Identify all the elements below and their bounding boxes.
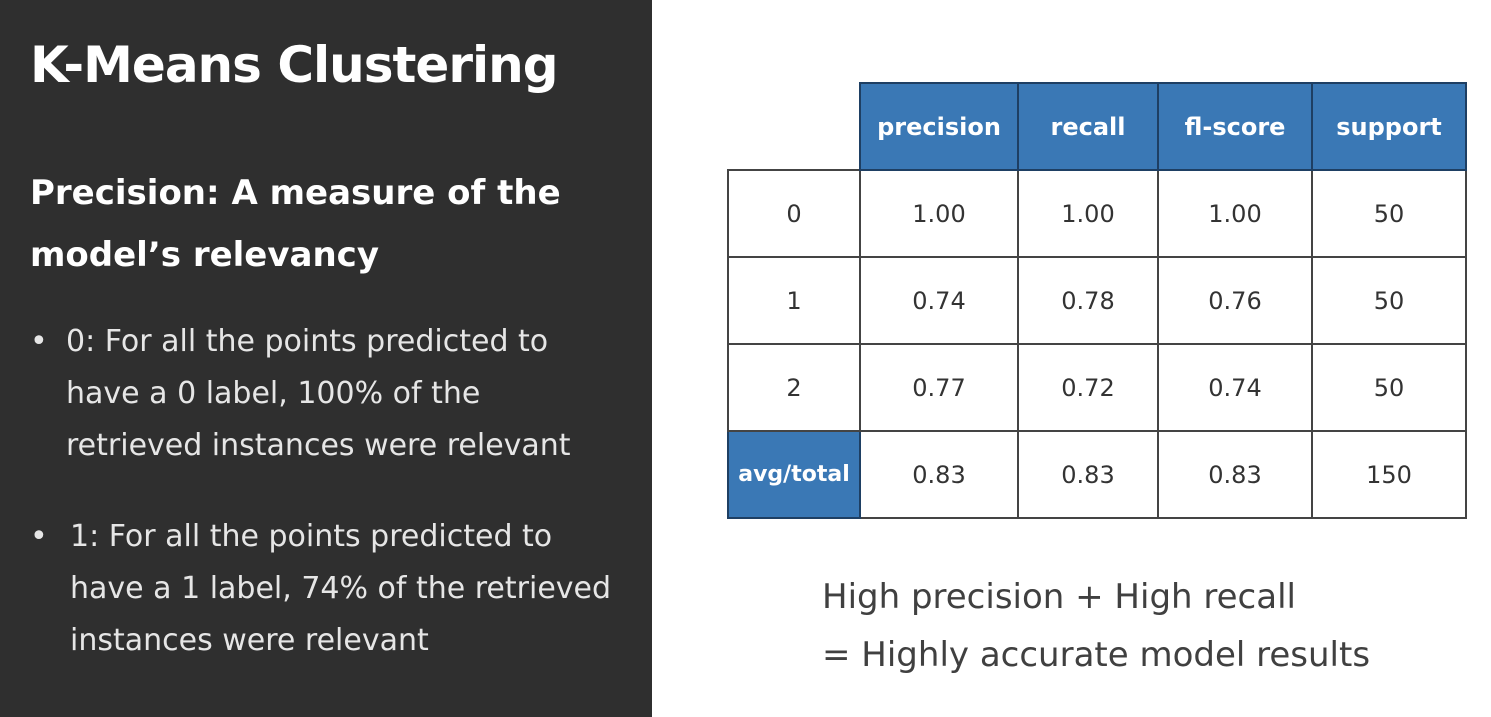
summary-note: High precision + High recall = Highly ac… xyxy=(822,568,1370,684)
row-label: 1 xyxy=(727,256,861,345)
slide-title: K-Means Clustering xyxy=(30,36,559,94)
bullet-text: 1: For all the points predicted to have … xyxy=(70,519,612,658)
bullet-marker: • xyxy=(30,519,48,554)
table-cell: 0.72 xyxy=(1017,343,1159,432)
table-cell: 0.74 xyxy=(1157,343,1313,432)
table-cell: 1.00 xyxy=(1157,169,1313,258)
table-cell: 0.83 xyxy=(1017,430,1159,519)
table-cell: 50 xyxy=(1311,256,1467,345)
note-line: = Highly accurate model results xyxy=(822,635,1371,675)
bullet-marker: • xyxy=(30,324,48,359)
table-cell: 1.00 xyxy=(859,169,1019,258)
table-header-row: precision recall fl-score support xyxy=(728,82,1467,171)
classification-report-table: precision recall fl-score support 0 1.00… xyxy=(727,82,1467,519)
table-row: avg/total 0.83 0.83 0.83 150 xyxy=(727,430,1467,519)
row-label: 2 xyxy=(727,343,861,432)
row-label: avg/total xyxy=(727,430,861,519)
table-cell: 1.00 xyxy=(1017,169,1159,258)
table-cell: 0.76 xyxy=(1157,256,1313,345)
table-cell: 50 xyxy=(1311,169,1467,258)
table-cell: 0.74 xyxy=(859,256,1019,345)
left-panel: K-Means Clustering Precision: A measure … xyxy=(0,0,652,717)
table-cell: 0.83 xyxy=(859,430,1019,519)
column-header: recall xyxy=(1017,82,1159,171)
table-row: 0 1.00 1.00 1.00 50 xyxy=(727,169,1467,258)
column-header: fl-score xyxy=(1157,82,1313,171)
table-cell: 0.77 xyxy=(859,343,1019,432)
table-cell: 0.83 xyxy=(1157,430,1313,519)
corner-cell xyxy=(728,83,860,170)
bullet-text: 0: For all the points predicted to have … xyxy=(66,324,571,463)
column-header: precision xyxy=(859,82,1019,171)
row-label: 0 xyxy=(727,169,861,258)
table-row: 1 0.74 0.78 0.76 50 xyxy=(727,256,1467,345)
table-cell: 50 xyxy=(1311,343,1467,432)
table-row: 2 0.77 0.72 0.74 50 xyxy=(727,343,1467,432)
slide-subtitle: Precision: A measure of the model’s rele… xyxy=(30,173,561,275)
column-header: support xyxy=(1311,82,1467,171)
table-cell: 150 xyxy=(1311,430,1467,519)
table-cell: 0.78 xyxy=(1017,256,1159,345)
note-line: High precision + High recall xyxy=(822,577,1296,617)
